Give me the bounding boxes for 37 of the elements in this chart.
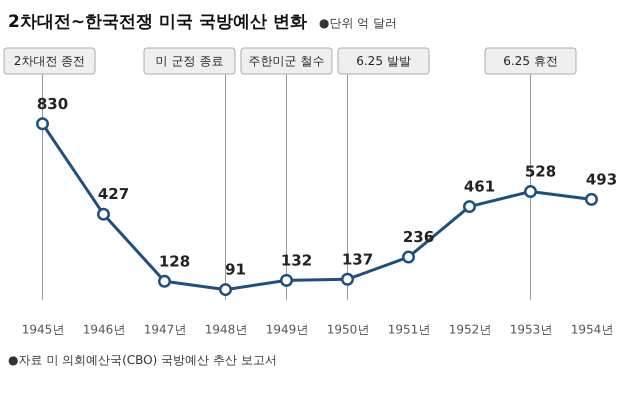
x-tick-label: 1945년 [22,322,64,336]
text: ●자료 미 의회예산국(CBO) 국방예산 추산 보고서 [7,352,278,369]
data-label: 461 [464,178,496,196]
ref-line-label: 미 군정 종료 [156,54,224,68]
x-tick-label: 1950년 [326,322,370,336]
x-tick-label: 1947년 [144,322,186,336]
point [585,192,598,206]
ref-line-label: 2차대전 종전 [14,54,86,68]
data-label: 132 [280,251,312,270]
point [158,274,171,288]
data-label: 91 [225,260,246,279]
chart-subtitle: ●단위 억 달러 [318,16,397,30]
x-tick-label: 1949년 [266,322,308,336]
data-label: 427 [98,185,130,204]
data-label: 528 [524,162,556,181]
point [341,272,354,286]
point [524,185,537,198]
data-label: 493 [586,170,618,188]
ref-line-label: 6.25 발발 [356,54,411,68]
point [463,200,476,214]
data-label: 137 [342,250,374,268]
point [219,283,232,296]
x-tick-label: 1951년 [388,322,430,336]
point [97,208,110,221]
point [36,117,49,130]
ref-line-label: 6.25 휴전 [503,54,558,68]
data-label: 128 [158,252,190,270]
point [280,274,293,287]
chart-title: 2차대전~한국전쟁 미국 국방예산 변화 [8,12,307,32]
x-tick-label: 1946년 [82,322,126,336]
x-tick-label: 1954년 [570,322,614,336]
x-tick-label: 1948년 [204,322,248,336]
ref-line-label: 주한미군 철수 [248,54,324,68]
data-label: 830 [36,94,68,113]
point [402,250,415,264]
x-tick-label: 1953년 [510,322,552,336]
x-tick-label: 1952년 [448,322,492,336]
